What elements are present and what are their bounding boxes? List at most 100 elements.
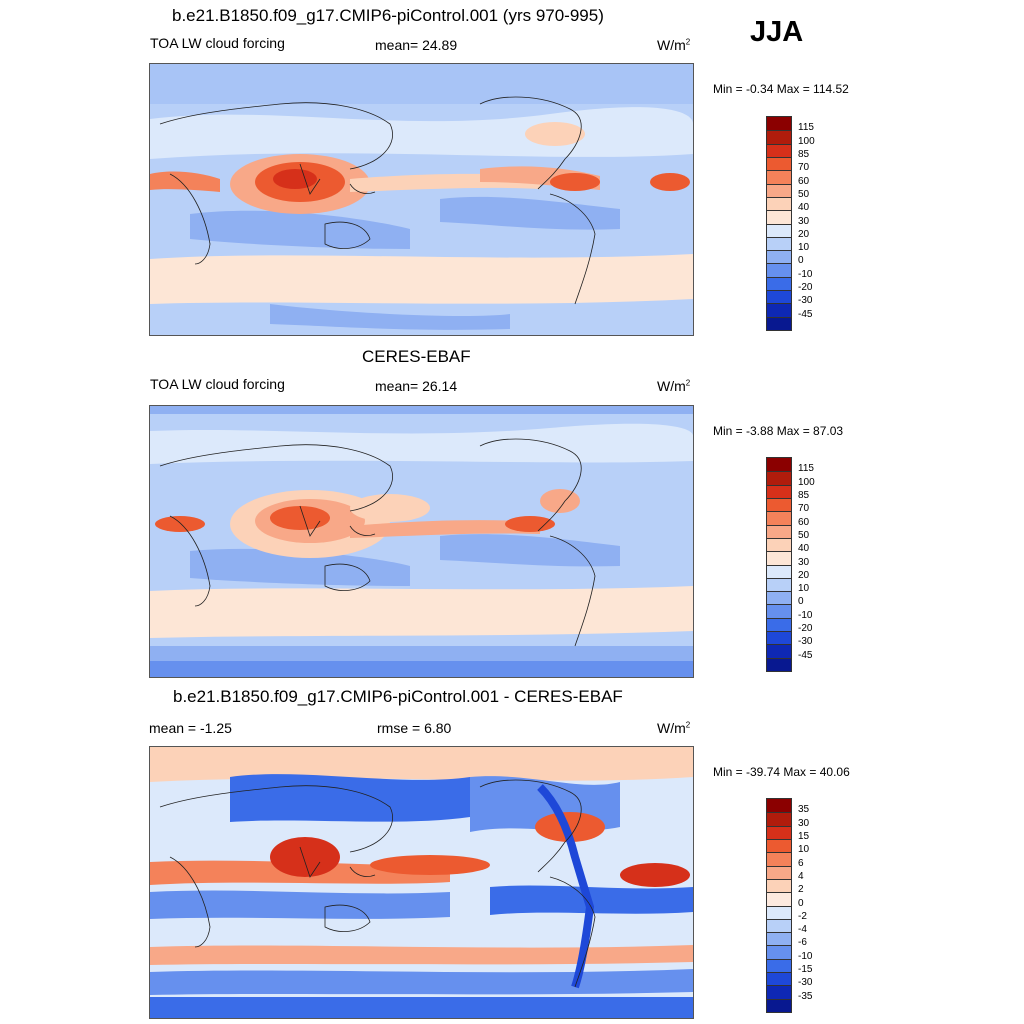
colorbar-swatch	[767, 918, 791, 933]
colorbar-tick-label: -30	[798, 977, 813, 989]
colorbar-tick-label: -30	[798, 295, 813, 307]
colorbar-tick-label: -20	[798, 282, 813, 294]
panel-1-colorbar	[766, 116, 792, 331]
colorbar-tick-label: -45	[798, 308, 813, 320]
colorbar-tick-label: 60	[798, 175, 810, 187]
colorbar-swatch	[767, 657, 791, 671]
colorbar-swatch	[767, 958, 791, 973]
colorbar-tick-label: -10	[798, 950, 813, 962]
panel-2-mean-label: mean= 26.14	[375, 378, 458, 394]
colorbar-tick-label: 10	[798, 583, 810, 595]
colorbar-tick-label: 60	[798, 516, 810, 528]
colorbar-tick-label: 40	[798, 202, 810, 214]
colorbar-swatch	[767, 591, 791, 605]
colorbar-swatch	[767, 932, 791, 946]
colorbar-tick-label: 0	[798, 897, 804, 909]
panel-3-minmax: Min = -39.74 Max = 40.06	[713, 765, 850, 779]
panel-3-colorbar	[766, 798, 792, 1013]
panel-1-variable-label: TOA LW cloud forcing	[150, 35, 285, 51]
colorbar-swatch	[767, 577, 791, 592]
colorbar-tick-label: 70	[798, 162, 810, 174]
colorbar-tick-label: 50	[798, 529, 810, 541]
colorbar-tick-label: -6	[798, 937, 807, 949]
colorbar-tick-label: 20	[798, 228, 810, 240]
colorbar-tick-label: -35	[798, 990, 813, 1002]
panel-3-map-field	[150, 747, 693, 1018]
panel-2-map	[149, 405, 694, 678]
colorbar-tick-label: 35	[798, 804, 810, 816]
colorbar-swatch	[767, 497, 791, 512]
colorbar-tick-label: 30	[798, 817, 810, 829]
colorbar-swatch	[767, 196, 791, 211]
colorbar-swatch	[767, 156, 791, 171]
colorbar-swatch	[767, 290, 791, 304]
colorbar-tick-label: 30	[798, 556, 810, 568]
colorbar-tick-label: 2	[798, 884, 804, 896]
colorbar-swatch	[767, 617, 791, 632]
colorbar-swatch	[767, 130, 791, 144]
panel-2-map-field	[150, 406, 693, 677]
colorbar-swatch	[767, 945, 791, 959]
colorbar-swatch	[767, 852, 791, 866]
colorbar-swatch	[767, 276, 791, 291]
panel-1-units: W/m2	[657, 37, 691, 53]
panel-1-map	[149, 63, 694, 336]
panel-3-rmse-label: rmse = 6.80	[377, 720, 452, 736]
colorbar-swatch	[767, 825, 791, 839]
panel-2-units: W/m2	[657, 378, 691, 394]
panel-2-title: CERES-EBAF	[362, 347, 471, 366]
colorbar-swatch	[767, 236, 791, 251]
colorbar-tick-label: 20	[798, 569, 810, 581]
colorbar-swatch	[767, 905, 791, 919]
colorbar-swatch	[767, 484, 791, 498]
colorbar-swatch	[767, 303, 791, 317]
colorbar-swatch	[767, 143, 791, 157]
colorbar-tick-label: -10	[798, 268, 813, 280]
colorbar-swatch	[767, 210, 791, 224]
panel-3-title: b.e21.B1850.f09_g17.CMIP6-piControl.001 …	[173, 687, 623, 706]
panel-3-map	[149, 746, 694, 1019]
colorbar-tick-label: 15	[798, 830, 810, 842]
colorbar-swatch	[767, 170, 791, 184]
panel-3-units: W/m2	[657, 720, 691, 736]
colorbar-tick-label: -15	[798, 964, 813, 976]
colorbar-swatch	[767, 183, 791, 197]
colorbar-swatch	[767, 471, 791, 485]
colorbar-swatch	[767, 892, 791, 906]
colorbar-tick-label: -10	[798, 609, 813, 621]
colorbar-tick-label: 10	[798, 844, 810, 856]
colorbar-tick-label: -20	[798, 623, 813, 635]
colorbar-swatch	[767, 223, 791, 237]
colorbar-tick-label: 30	[798, 215, 810, 227]
colorbar-swatch	[767, 838, 791, 853]
colorbar-swatch	[767, 644, 791, 658]
colorbar-tick-label: -45	[798, 649, 813, 661]
panel-1-map-field	[150, 64, 693, 335]
colorbar-tick-label: 100	[798, 476, 815, 488]
panel-2-variable-label: TOA LW cloud forcing	[150, 376, 285, 392]
colorbar-swatch	[767, 878, 791, 893]
panel-1-mean-label: mean= 24.89	[375, 37, 458, 53]
colorbar-tick-label: 115	[798, 463, 814, 475]
season-label: JJA	[750, 16, 804, 48]
colorbar-swatch	[767, 998, 791, 1012]
colorbar-tick-label: 40	[798, 543, 810, 555]
panel-3-mean-label: mean = -1.25	[149, 720, 232, 736]
colorbar-tick-label: -4	[798, 924, 807, 936]
colorbar-swatch	[767, 537, 791, 552]
colorbar-swatch	[767, 524, 791, 538]
colorbar-tick-label: 4	[798, 870, 804, 882]
panel-1-title: b.e21.B1850.f09_g17.CMIP6-piControl.001 …	[172, 6, 604, 25]
colorbar-tick-label: 115	[798, 122, 814, 134]
colorbar-swatch	[767, 551, 791, 565]
colorbar-tick-label: 50	[798, 188, 810, 200]
colorbar-swatch	[767, 865, 791, 879]
colorbar-tick-label: 100	[798, 135, 815, 147]
colorbar-swatch	[767, 564, 791, 578]
colorbar-swatch	[767, 316, 791, 330]
colorbar-swatch	[767, 604, 791, 618]
colorbar-swatch	[767, 985, 791, 999]
colorbar-tick-label: 85	[798, 489, 810, 501]
colorbar-swatch	[767, 511, 791, 525]
colorbar-tick-label: 85	[798, 148, 810, 160]
